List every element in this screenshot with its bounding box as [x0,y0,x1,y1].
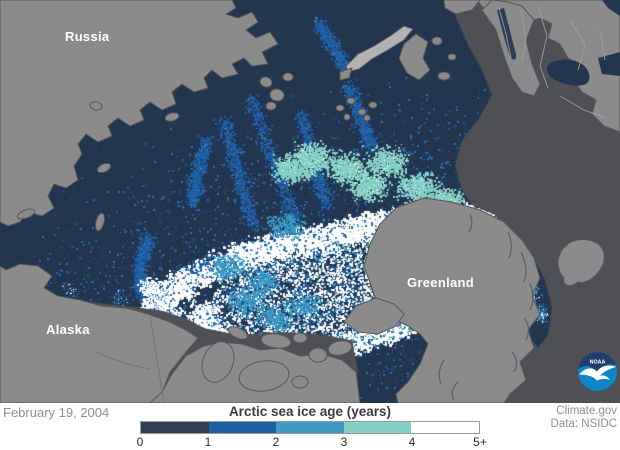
legend-tick: 4 [408,435,416,449]
archipelago-islands [201,326,353,392]
country-borders [498,5,607,119]
legend-tick: 1 [204,435,212,449]
legend-tick: 3 [340,435,348,449]
date-label: February 19, 2004 [3,405,110,420]
island-svalbard [398,33,431,81]
legend-segment [411,422,479,433]
greenland-fjords [438,213,534,401]
land-ellesmere [343,297,405,335]
attribution: Climate.gov Data: NSIDC [551,405,617,430]
island-iceland [557,239,605,286]
legend-segment [141,422,209,433]
boundary-lines [95,315,165,403]
attribution-climate-gov: Climate.gov [556,405,617,417]
legend-segment [208,422,277,433]
land-greenland [363,197,541,403]
island-novaya-zemlya-south [339,67,353,81]
legend-tick-row: 0 1 2 3 4 5+ [136,435,487,449]
legend-tick: 2 [272,435,280,449]
legend-tick: 0 [136,435,144,449]
footer-bar: February 19, 2004 Arctic sea ice age (ye… [0,403,620,450]
map-label-alaska: Alaska [46,322,90,337]
map-label-greenland: Greenland [407,275,474,290]
small-arctic-islands [16,36,457,232]
legend-title: Arctic sea ice age (years) [228,404,392,419]
coastlines-layer [0,0,620,403]
legend-colorbar [140,421,480,434]
island-nordaustlandet [443,0,481,15]
island-novaya-zemlya [345,25,414,73]
arctic-sea-ice-map: Russia Alaska Greenland NOAA [0,0,620,403]
legend-segment [343,422,412,433]
noaa-logo-dark-half [578,352,617,373]
map-label-russia: Russia [65,29,110,44]
noaa-logo: NOAA [578,352,617,391]
legend-segment [276,422,344,433]
attribution-data-nsidc: Data: NSIDC [550,417,617,430]
noaa-logo-gull-icon [579,365,616,381]
noaa-logo-text: NOAA [590,359,606,365]
land-russia [0,0,279,227]
legend-tick: 5+ [473,435,487,449]
